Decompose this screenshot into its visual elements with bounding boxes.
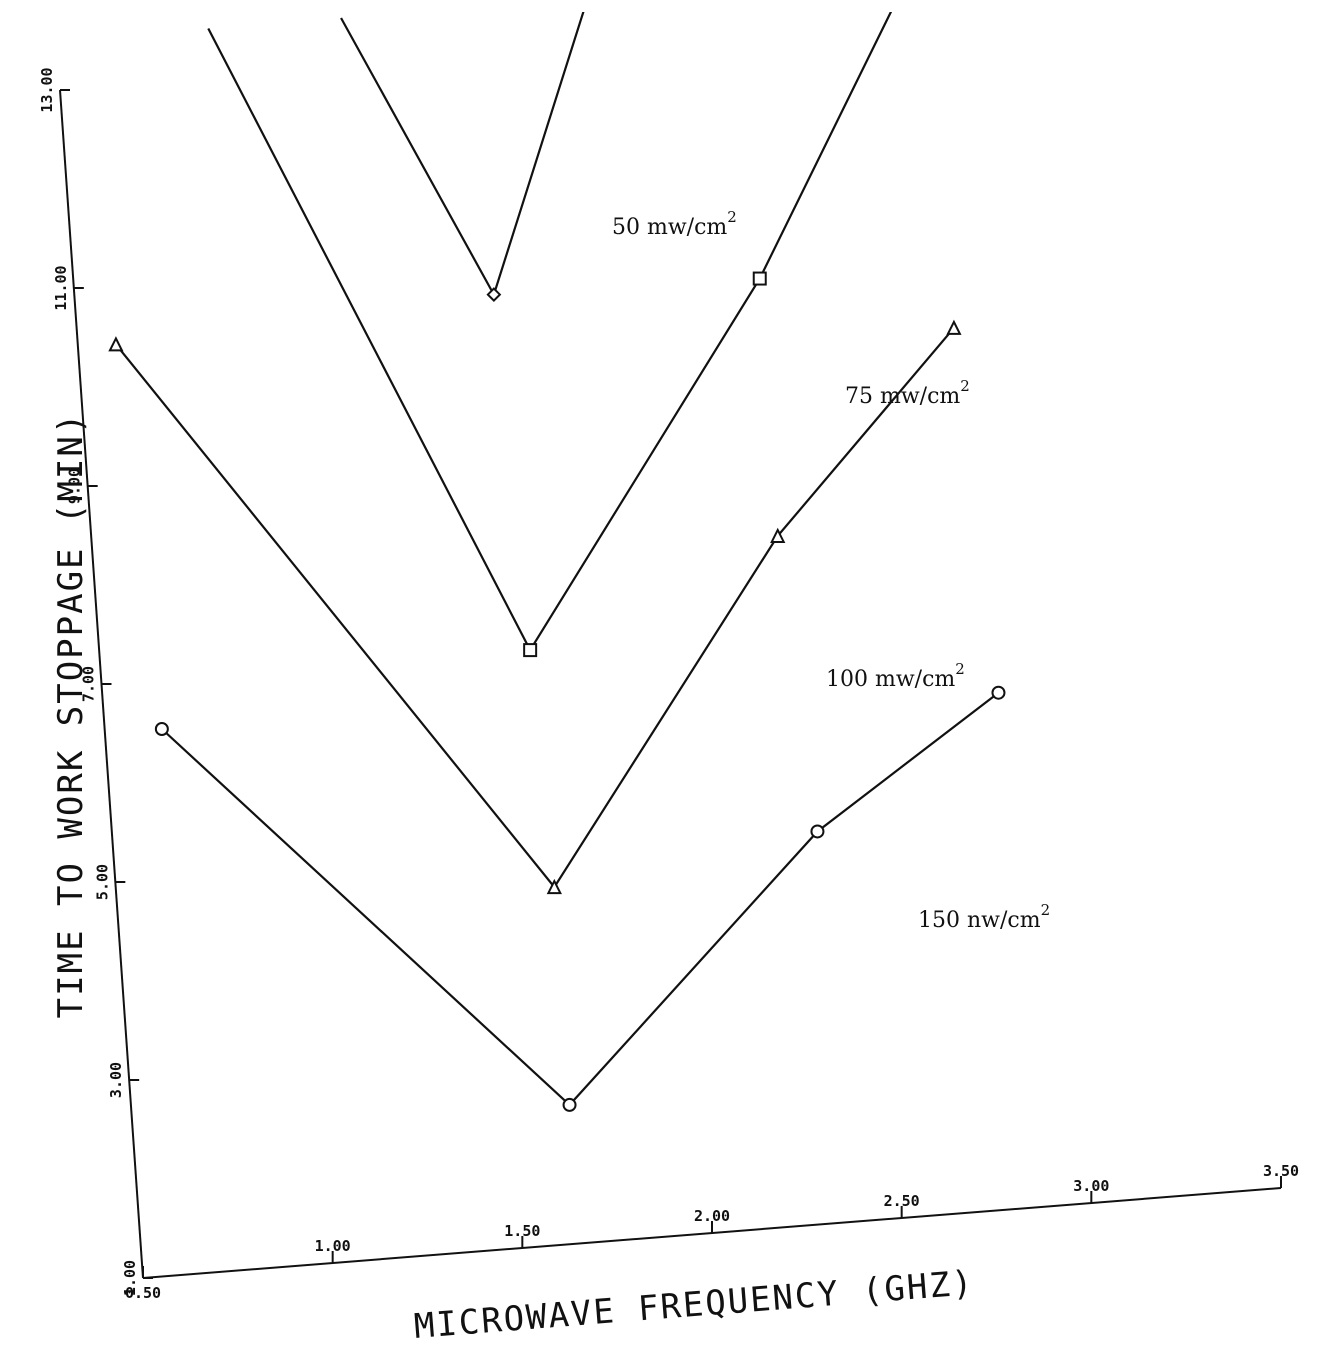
data-point: [770, 527, 786, 543]
series-0: [340, 12, 585, 303]
data-point: [546, 878, 562, 895]
series-line: [115, 327, 955, 889]
series-label: 100 mw/cm2: [826, 660, 965, 692]
series-2: [108, 319, 962, 895]
x-tick-label: 2.00: [694, 1207, 730, 1225]
series-3: [154, 685, 1006, 1112]
series-line: [340, 12, 585, 298]
x-axis-title: MICROWAVE FREQUENCY (GHZ): [413, 1263, 976, 1347]
y-tick-label: 11.00: [52, 265, 70, 310]
y-axis-title: TIME TO WORK STOPPAGE (MIN): [51, 412, 91, 1019]
y-tick-label: 7.00: [80, 666, 98, 702]
data-point: [523, 643, 538, 658]
data-point: [486, 287, 502, 303]
y-tick-label: 9.00: [66, 468, 84, 504]
series-group: [108, 12, 1006, 1112]
series-line: [161, 691, 1000, 1107]
series-label: 150 nw/cm2: [918, 901, 1050, 933]
data-point: [752, 271, 767, 286]
x-tick-label: 0.50: [125, 1284, 161, 1302]
y-tick-label: 1.00: [121, 1260, 139, 1296]
series-line: [207, 12, 893, 653]
data-point: [946, 319, 962, 335]
data-point: [810, 824, 825, 839]
data-point: [108, 336, 124, 352]
series-1: [207, 12, 893, 658]
x-tick-label: 2.50: [884, 1192, 920, 1210]
x-tick-label: 1.00: [315, 1237, 351, 1255]
series-label: 50 mw/cm2: [612, 208, 737, 240]
x-tick-label: 3.00: [1073, 1177, 1109, 1195]
axes: 0.501.001.502.002.503.003.501.003.005.00…: [38, 67, 1299, 1302]
x-tick-label: 1.50: [504, 1222, 540, 1240]
data-point: [562, 1097, 577, 1112]
y-tick-label: 3.00: [107, 1062, 125, 1098]
x-tick-label: 3.50: [1263, 1162, 1299, 1180]
data-point: [154, 722, 169, 736]
y-tick-label: 5.00: [93, 864, 111, 900]
y-tick-label: 13.00: [38, 67, 56, 112]
data-point: [991, 685, 1006, 700]
